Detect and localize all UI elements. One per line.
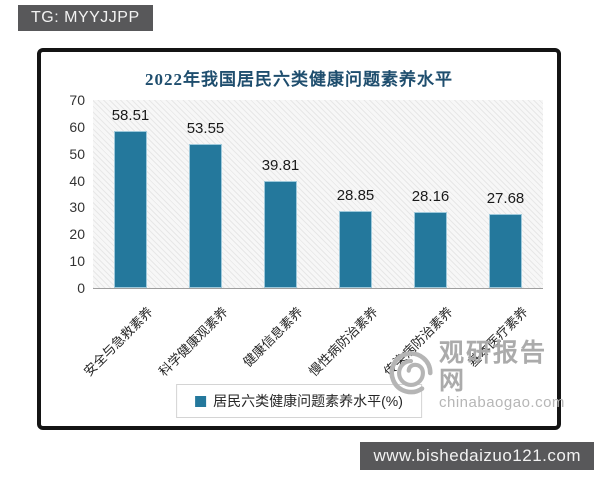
bar-value-label: 27.68 — [486, 189, 525, 207]
watermark: 观研报告网 chinabaogao.com — [389, 339, 565, 412]
y-tick-label: 0 — [77, 280, 85, 296]
y-tick-label: 10 — [69, 253, 85, 270]
legend-label: 居民六类健康问题素养水平(%) — [213, 393, 403, 409]
bar-4 — [339, 210, 372, 288]
telegram-badge: TG: MYYJJPP — [18, 5, 153, 31]
y-tick-label: 60 — [69, 118, 85, 135]
swirl-icon — [389, 351, 433, 400]
x-category-label: 慢性病防治素养 — [306, 304, 382, 380]
legend: 居民六类健康问题素养水平(%) — [176, 384, 422, 418]
chart-title: 2022年我国居民六类健康问题素养水平 — [145, 70, 453, 89]
bar-value-label: 28.16 — [411, 188, 450, 206]
watermark-site-name: 观研报告网 — [439, 339, 548, 395]
x-category-label: 安全与急救素养 — [81, 304, 157, 380]
bar-2 — [189, 144, 222, 288]
bar-value-label: 28.85 — [336, 186, 375, 204]
legend-marker — [195, 395, 207, 407]
website-badge: www.bishedaizuo121.com — [360, 442, 594, 470]
bar-6 — [489, 213, 522, 288]
y-tick-label: 40 — [69, 172, 85, 189]
chart-card: 2022年我国居民六类健康问题素养水平 0 10 20 30 40 50 60 70 安全与急… — [37, 48, 564, 430]
watermark-text: 观研报告网 chinabaogao.com — [439, 339, 565, 412]
plot-area — [93, 100, 543, 289]
y-tick-label: 70 — [69, 92, 85, 108]
bar-value-label: 39.81 — [261, 157, 300, 175]
y-tick-label: 30 — [69, 199, 85, 216]
bar-1 — [114, 130, 147, 288]
x-category-label: 健康信息素养 — [240, 304, 307, 370]
y-tick-label: 50 — [69, 145, 85, 162]
watermark-site-domain: chinabaogao.com — [439, 394, 565, 411]
bar-5 — [414, 212, 447, 288]
bar-value-label: 53.55 — [186, 120, 225, 138]
bar-3 — [264, 181, 297, 288]
x-category-label: 科学健康观素养 — [156, 304, 232, 380]
y-tick-label: 20 — [69, 226, 85, 243]
bar-value-label: 58.51 — [111, 106, 150, 124]
